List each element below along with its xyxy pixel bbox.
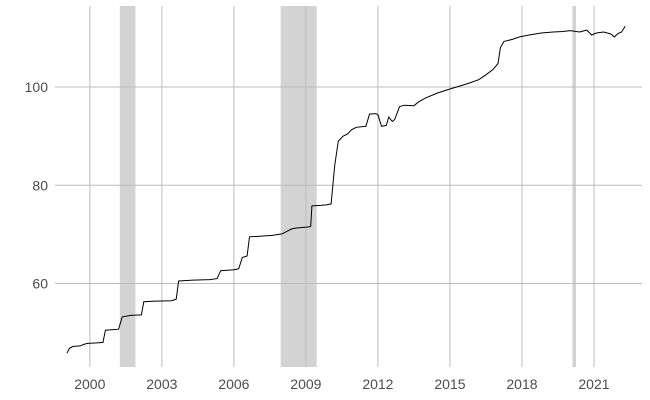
series-line-0 bbox=[66, 25, 626, 354]
y-tick-label-100: 100 bbox=[25, 79, 49, 95]
recession-shade-1 bbox=[280, 6, 317, 367]
x-tick-label-2000: 2000 bbox=[74, 376, 105, 392]
y-tick-label-60: 60 bbox=[32, 276, 48, 292]
x-tick-label-2015: 2015 bbox=[434, 376, 465, 392]
recession-shading-group bbox=[119, 6, 576, 367]
x-tick-label-2003: 2003 bbox=[146, 376, 177, 392]
y-axis-tick-labels: 60 80 100 bbox=[25, 79, 49, 291]
x-tick-label-2012: 2012 bbox=[362, 376, 393, 392]
x-tick-label-2018: 2018 bbox=[506, 376, 537, 392]
x-tick-label-2009: 2009 bbox=[290, 376, 321, 392]
recession-shade-2 bbox=[572, 6, 576, 367]
recession-shade-0 bbox=[119, 6, 136, 367]
grid-lines-group bbox=[55, 6, 642, 367]
series-group bbox=[66, 25, 626, 354]
x-tick-label-2021: 2021 bbox=[578, 376, 609, 392]
y-tick-label-80: 80 bbox=[32, 177, 48, 193]
x-tick-label-2006: 2006 bbox=[218, 376, 249, 392]
x-axis-tick-labels: 2000 2003 2006 2009 2012 2015 2018 2021 bbox=[74, 376, 610, 392]
